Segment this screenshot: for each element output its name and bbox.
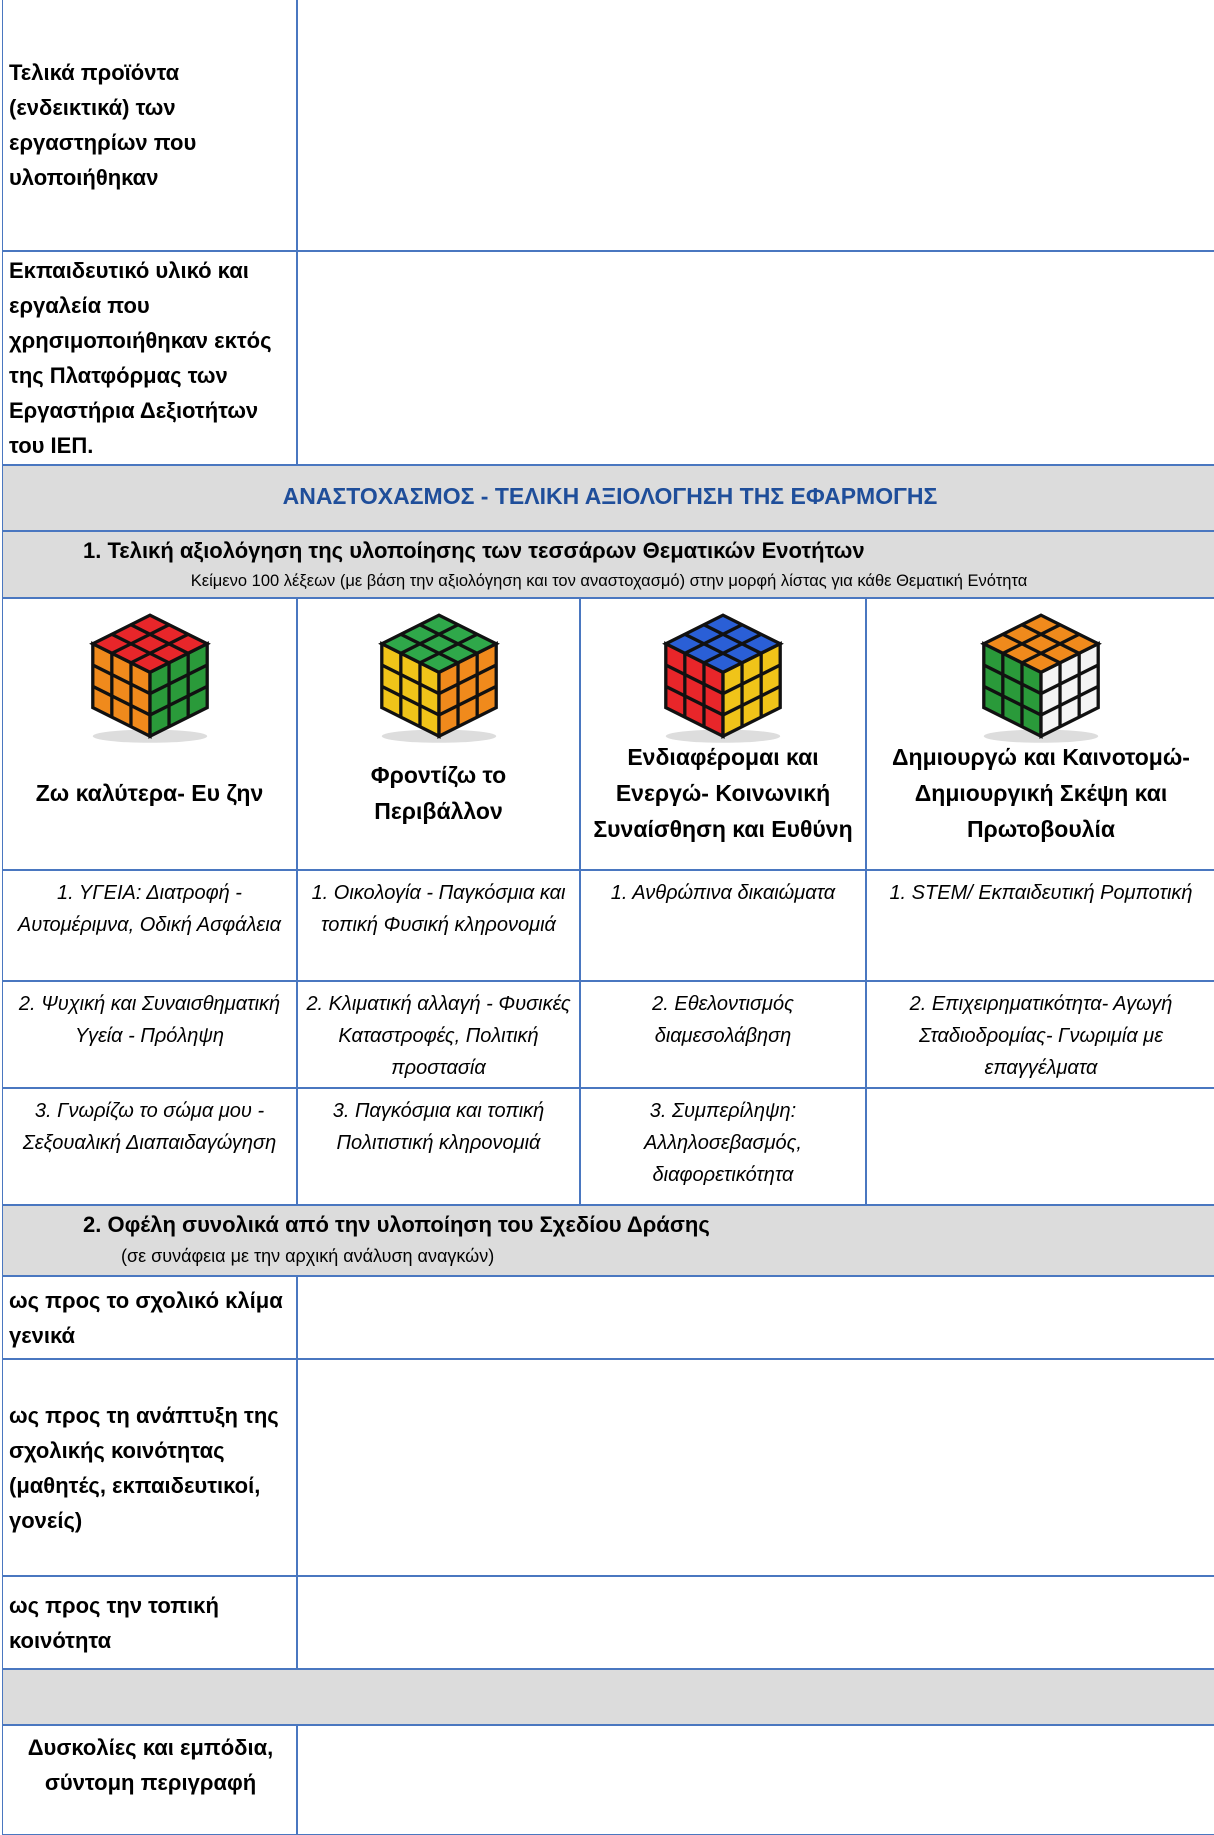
section-header: ΑΝΑΣΤΟΧΑΣΜΟΣ - ΤΕΛΙΚΗ ΑΞΙΟΛΟΓΗΣΗ ΤΗΣ ΕΦΑ… [2, 465, 1214, 531]
theme-item: 2. Κλιματική αλλαγή - Φυσικές Καταστροφέ… [306, 993, 571, 1079]
label-cell: Εκπαιδευτικό υλικό και εργαλεία που χρησ… [2, 251, 297, 465]
empty-cell [297, 251, 1214, 465]
item-cell: 1. STEM/ Εκπαιδευτική Ρομποτική [866, 870, 1214, 981]
theme-title: Φροντίζω το Περιβάλλον [370, 762, 507, 824]
theme-header: Ενδιαφέρομαι και Ενεργώ- Κοινωνική Συναί… [580, 598, 866, 870]
item-cell: 1. Οικολογία - Παγκόσμια και τοπική Φυσι… [297, 870, 580, 981]
theme-header: Δημιουργώ και Καινοτομώ- Δημιουργική Σκέ… [866, 598, 1214, 870]
theme-header: Ζω καλύτερα- Ευ ζην [2, 598, 297, 870]
item-cell: 1. ΥΓΕΙΑ: Διατροφή - Αυτομέριμνα, Οδική … [2, 870, 297, 981]
empty-cell [297, 0, 1214, 251]
row-label: ως προς το σχολικό κλίμα γενικά [9, 1287, 283, 1348]
item-cell: 3. Συμπερίληψη: Αλληλοσεβασμός, διαφορετ… [580, 1088, 866, 1205]
row-label: Δυσκολίες και εμπόδια, σύντομη περιγραφή [27, 1735, 274, 1795]
subsection-header: 2. Οφέλη συνολικά από την υλοποίηση του … [2, 1205, 1214, 1276]
theme-item: 1. Οικολογία - Παγκόσμια και τοπική Φυσι… [311, 882, 566, 936]
empty-cell [297, 1725, 1214, 1835]
item-cell: 2. Επιχειρηματικότητα- Αγωγή Σταδιοδρομί… [866, 981, 1214, 1088]
item-cell [866, 1088, 1214, 1205]
subsection-note: Κείμενο 100 λέξεων (με βάση την αξιολόγη… [190, 572, 1028, 590]
empty-cell [297, 1276, 1214, 1359]
theme-title: Ενδιαφέρομαι και Ενεργώ- Κοινωνική Συναί… [593, 744, 853, 842]
empty-cell [297, 1576, 1214, 1669]
subsection-header: 1. Τελική αξιολόγηση της υλοποίησης των … [2, 531, 1214, 598]
label-cell: ως προς την τοπική κοινότητα [2, 1576, 297, 1669]
theme-item: 1. Ανθρώπινα δικαιώματα [610, 882, 836, 904]
theme-item: 2. Ψυχική και Συναισθηματική Υγεία - Πρό… [18, 993, 281, 1047]
subsection-title: 1. Τελική αξιολόγηση της υλοποίησης των … [83, 538, 865, 563]
subsection-note: (σε συνάφεια με την αρχική ανάλυση αναγκ… [121, 1246, 495, 1266]
theme-item: 1. ΥΓΕΙΑ: Διατροφή - Αυτομέριμνα, Οδική … [17, 882, 282, 936]
item-cell: 1. Ανθρώπινα δικαιώματα [580, 870, 866, 981]
gray-row [2, 1669, 1214, 1725]
row-label: ως προς την τοπική κοινότητα [9, 1592, 219, 1653]
theme-title: Ζω καλύτερα- Ευ ζην [35, 780, 264, 806]
label-cell: ως προς τη ανάπτυξη της σχολικής κοινότη… [2, 1359, 297, 1576]
theme-item: 2. Επιχειρηματικότητα- Αγωγή Σταδιοδρομί… [909, 993, 1173, 1079]
item-cell: 3. Παγκόσμια και τοπική Πολιτιστική κληρ… [297, 1088, 580, 1205]
label-cell: Τελικά προϊόντα (ενδεικτικά) των εργαστη… [2, 0, 297, 251]
label-cell: ως προς το σχολικό κλίμα γενικά [2, 1276, 297, 1359]
row-label: Εκπαιδευτικό υλικό και εργαλεία που χρησ… [9, 258, 272, 458]
theme-header: Φροντίζω το Περιβάλλον [297, 598, 580, 870]
theme-item: 1. STEM/ Εκπαιδευτική Ρομποτική [889, 882, 1193, 904]
subsection-title: 2. Οφέλη συνολικά από την υλοποίηση του … [83, 1212, 710, 1237]
row-label: Τελικά προϊόντα (ενδεικτικά) των εργαστη… [9, 59, 197, 190]
row-label: ως προς τη ανάπτυξη της σχολικής κοινότη… [9, 1402, 279, 1533]
item-cell: 2. Εθελοντισμός διαμεσολάβηση [580, 981, 866, 1088]
item-cell: 2. Ψυχική και Συναισθηματική Υγεία - Πρό… [2, 981, 297, 1088]
theme-item: 3. Παγκόσμια και τοπική Πολιτιστική κληρ… [332, 1100, 545, 1154]
theme-title: Δημιουργώ και Καινοτομώ- Δημιουργική Σκέ… [892, 744, 1190, 842]
empty-cell [297, 1359, 1214, 1576]
theme-item: 3. Συμπερίληψη: Αλληλοσεβασμός, διαφορετ… [644, 1100, 802, 1186]
item-cell: 2. Κλιματική αλλαγή - Φυσικές Καταστροφέ… [297, 981, 580, 1088]
item-cell: 3. Γνωρίζω το σώμα μου - Σεξουαλική Διαπ… [2, 1088, 297, 1205]
section-title: ΑΝΑΣΤΟΧΑΣΜΟΣ - ΤΕΛΙΚΗ ΑΞΙΟΛΟΓΗΣΗ ΤΗΣ ΕΦΑ… [282, 483, 938, 509]
label-cell: Δυσκολίες και εμπόδια, σύντομη περιγραφή [2, 1725, 297, 1835]
theme-item: 2. Εθελοντισμός διαμεσολάβηση [652, 993, 794, 1047]
theme-item: 3. Γνωρίζω το σώμα μου - Σεξουαλική Διαπ… [22, 1100, 277, 1154]
